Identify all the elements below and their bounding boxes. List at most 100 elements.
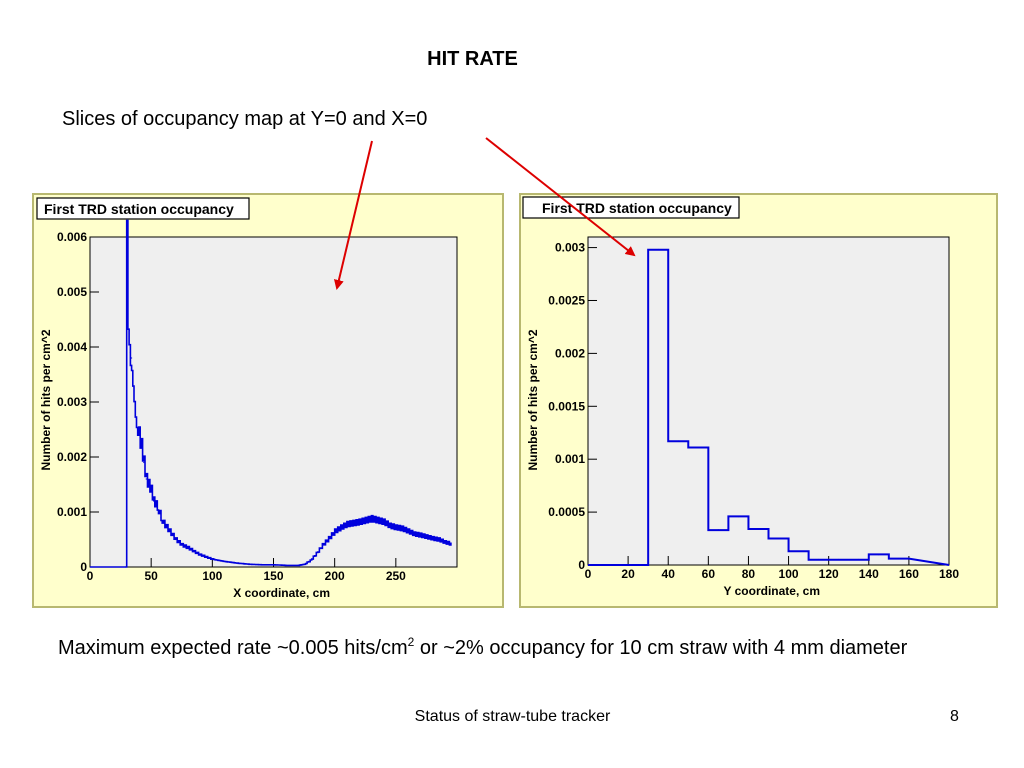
data-point <box>617 564 619 566</box>
x-tick-label: 20 <box>621 567 635 581</box>
data-point <box>138 434 140 436</box>
data-point <box>303 563 305 565</box>
page-number: 8 <box>950 708 959 725</box>
data-point <box>148 483 150 486</box>
x-tick-label: 140 <box>859 567 879 581</box>
x-tick-label: 150 <box>263 569 283 583</box>
data-point <box>129 351 131 354</box>
data-point <box>737 515 740 518</box>
data-points <box>124 219 452 568</box>
data-point <box>285 564 287 566</box>
y-tick-label: 0.0025 <box>548 293 585 307</box>
caption-text: Maximum expected rate ~0.005 hits/cm <box>58 637 408 659</box>
data-point <box>657 248 659 251</box>
chart-title: First TRD station occupancy <box>542 200 732 216</box>
x-tick-label: 250 <box>386 569 406 583</box>
y-tick-label: 0.002 <box>57 450 87 464</box>
slide-title: HIT RATE <box>427 48 518 70</box>
data-point <box>340 526 342 529</box>
y-tick-label: 0.005 <box>57 285 87 299</box>
data-point <box>297 564 299 566</box>
data-point <box>817 558 820 561</box>
data-point <box>150 489 152 491</box>
x-tick-label: 160 <box>899 567 919 581</box>
data-point <box>309 559 311 562</box>
data-point <box>132 373 134 376</box>
data-point <box>438 538 440 541</box>
data-point <box>156 505 158 508</box>
axis-ticks: 0 20 40 60 80 100 120 140 160 180 0 0.0005 0.001 0.00… <box>548 241 959 581</box>
data-point <box>135 417 138 420</box>
x-tick-label: 50 <box>144 569 158 583</box>
y-tick-label: 0.001 <box>57 505 87 519</box>
data-point <box>145 478 147 480</box>
chart-title-box <box>36 197 250 220</box>
x-tick-label: 120 <box>819 567 839 581</box>
x-tick-label: 200 <box>325 569 345 583</box>
data-point <box>260 564 262 566</box>
y-axis-label: Number of hits per cm^2 <box>39 329 53 470</box>
caption-superscript: 2 <box>407 635 415 649</box>
plot-area <box>587 236 950 566</box>
axis-ticks: 0 50 100 150 200 250 0 0.001 0.002 0.003 0.004 0.00… <box>57 230 406 583</box>
data-point <box>444 541 446 543</box>
chart-title: First TRD station occupancy <box>44 201 234 217</box>
y-tick-label: 0.0005 <box>548 505 585 519</box>
y-tick-label: 0.004 <box>57 340 87 354</box>
x-axis-label: X coordinate, cm <box>233 586 330 600</box>
y-tick-label: 0 <box>80 560 87 574</box>
data-point <box>187 547 189 549</box>
x-tick-label: 80 <box>742 567 756 581</box>
data-point <box>160 516 162 519</box>
data-point <box>376 519 379 521</box>
x-tick-label: 0 <box>585 567 592 581</box>
data-point <box>717 529 720 531</box>
plot-area <box>89 236 458 568</box>
x-tick-label: 100 <box>202 569 222 583</box>
data-point <box>334 530 336 532</box>
series-line-x-occupancy <box>90 219 452 568</box>
data-point <box>124 566 127 568</box>
data-points <box>617 248 900 566</box>
data-point <box>389 525 391 527</box>
data-point <box>223 560 226 563</box>
data-point <box>797 550 800 553</box>
data-point <box>181 544 183 546</box>
data-point <box>777 537 780 540</box>
data-point <box>364 519 366 521</box>
data-point <box>857 558 860 561</box>
x-tick-label: 0 <box>87 569 94 583</box>
data-point <box>697 446 700 449</box>
y-tick-label: 0.006 <box>57 230 87 244</box>
data-point <box>425 536 428 538</box>
data-point <box>321 544 324 546</box>
chart-title-box <box>522 196 740 219</box>
data-point <box>199 554 201 556</box>
data-point <box>837 558 840 561</box>
chart-y-slice: First TRD station occupancy 0 20 40 60 80 100… <box>519 193 998 608</box>
data-point <box>898 557 900 560</box>
chart-x-slice: First TRD station occupancy 0 50 100 150 200… <box>32 193 504 608</box>
data-point <box>126 219 128 222</box>
data-point <box>272 564 275 566</box>
data-point <box>757 528 760 530</box>
annotation-arrow-right <box>485 137 636 257</box>
data-point <box>358 521 360 523</box>
data-point <box>128 329 130 332</box>
data-point <box>431 537 434 540</box>
data-point <box>127 313 129 315</box>
annotation-arrow-left <box>333 140 373 290</box>
y-tick-label: 0.0015 <box>548 399 585 413</box>
data-point <box>352 522 354 524</box>
data-point <box>175 538 177 541</box>
slide-footer: Status of straw-tube tracker <box>414 708 611 725</box>
data-point <box>133 390 135 392</box>
data-point <box>236 562 238 564</box>
x-tick-label: 100 <box>779 567 799 581</box>
data-point <box>315 552 317 554</box>
y-tick-label: 0.003 <box>57 395 87 409</box>
slide-subtitle: Slices of occupancy map at Y=0 and X=0 <box>62 108 428 130</box>
y-tick-label: 0.003 <box>555 241 585 255</box>
data-point <box>168 530 171 532</box>
